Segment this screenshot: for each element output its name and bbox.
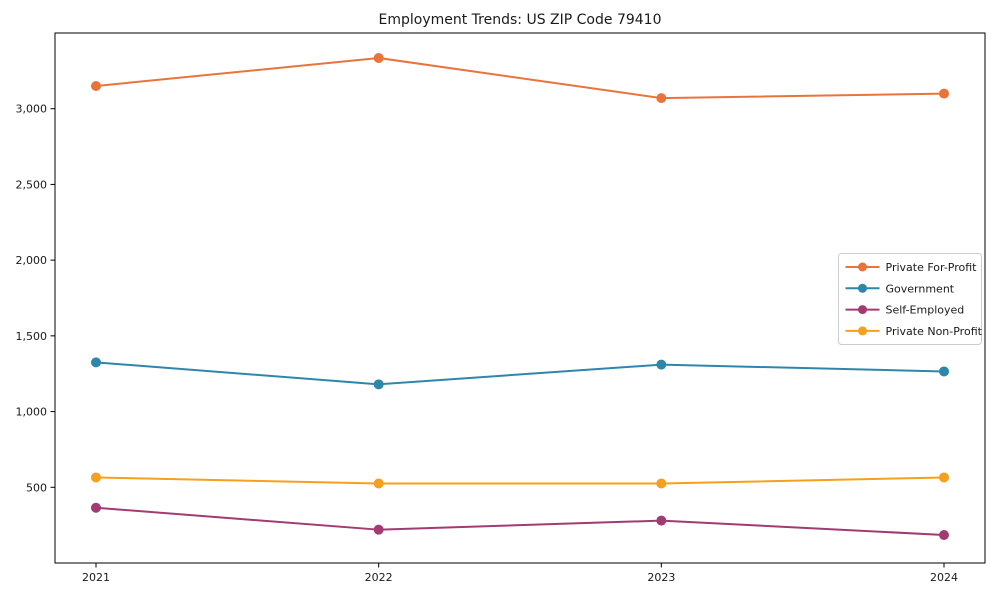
y-tick-label: 2,500 [16, 178, 48, 191]
data-point-marker-government [91, 357, 101, 368]
y-tick-label: 3,000 [16, 103, 48, 116]
x-tick-label: 2023 [647, 571, 675, 584]
data-point-marker-private-non-profit [656, 478, 667, 489]
y-tick-label: 1,000 [16, 406, 48, 419]
data-point-marker-government [373, 379, 384, 390]
data-point-marker-private-non-profit [939, 472, 949, 483]
data-point-marker-private-for-profit [656, 93, 667, 104]
y-tick-label: 500 [26, 481, 47, 494]
x-tick-label: 2022 [365, 571, 393, 584]
data-point-marker-private-for-profit [91, 81, 101, 91]
series-line-self-employed [95, 506, 945, 536]
series-line-government [95, 361, 945, 386]
legend-swatch-marker [858, 305, 867, 315]
legend-swatch-marker [858, 262, 867, 272]
data-point-marker-private-for-profit [373, 52, 384, 63]
data-point-marker-government [939, 366, 949, 377]
legend-label: Government [886, 282, 955, 295]
x-tick-label: 2024 [930, 571, 958, 584]
legend-swatch-marker [858, 326, 867, 336]
data-point-marker-private-for-profit [939, 88, 949, 99]
legend-label: Private For-Profit [886, 261, 978, 274]
data-point-marker-private-non-profit [91, 472, 101, 483]
data-point-marker-self-employed [656, 515, 667, 526]
data-point-marker-private-non-profit [373, 478, 384, 489]
chart-title: Employment Trends: US ZIP Code 79410 [379, 12, 662, 28]
plot-area [54, 32, 986, 564]
x-tick-label: 2021 [82, 571, 110, 584]
legend-label: Self-Employed [886, 304, 965, 317]
data-point-marker-government [656, 359, 667, 370]
series-line-private-non-profit [95, 476, 945, 485]
data-point-marker-self-employed [373, 524, 384, 535]
legend-label: Private Non-Profit [886, 325, 983, 338]
legend-swatch-marker [858, 283, 867, 293]
chart-legend-frame [838, 253, 982, 345]
y-tick-label: 1,500 [16, 330, 48, 343]
data-point-marker-self-employed [939, 529, 949, 540]
series-line-private-for-profit [95, 56, 945, 100]
y-tick-label: 2,000 [16, 254, 48, 267]
data-point-marker-self-employed [91, 502, 101, 513]
